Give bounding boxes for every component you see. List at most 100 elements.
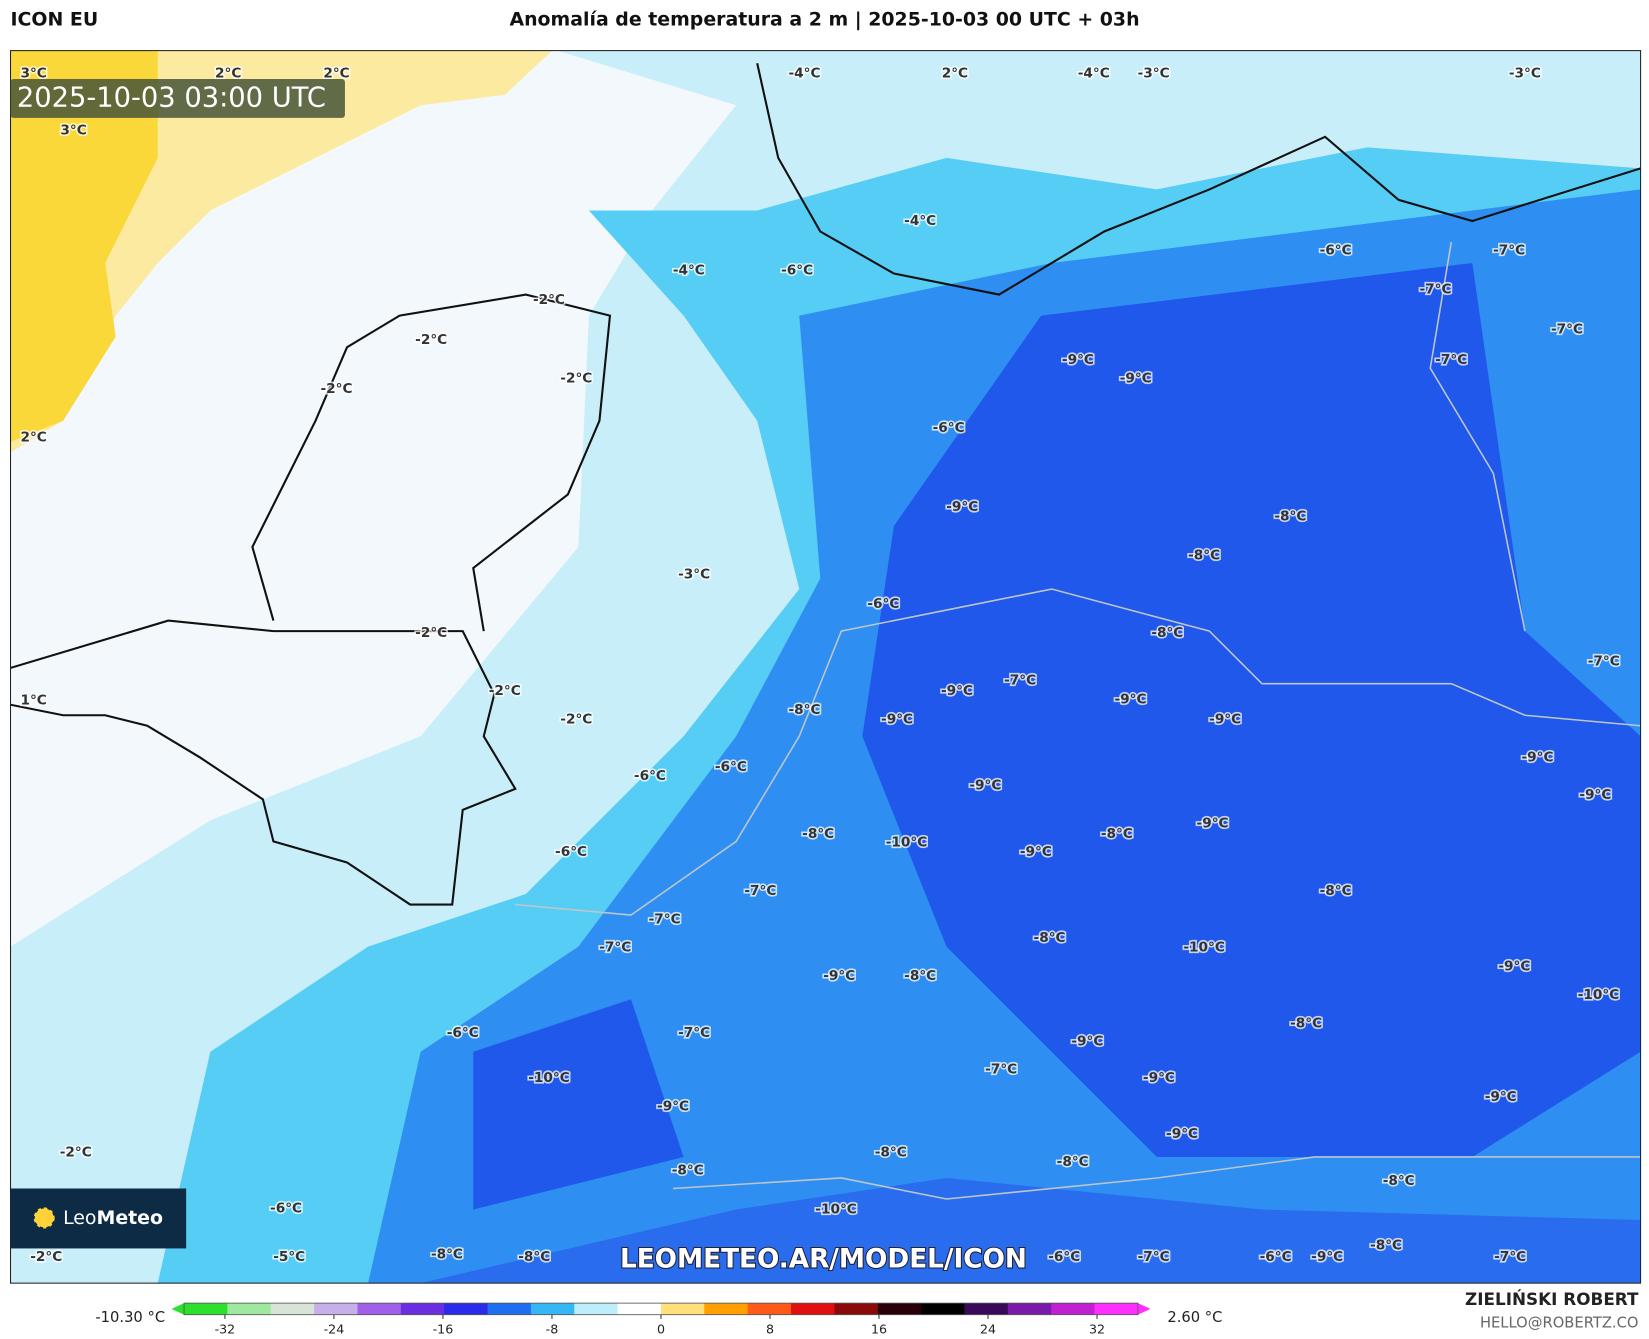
coastline [756, 62, 1641, 296]
colorbar-segment [834, 1303, 879, 1315]
model-name: ICON EU [11, 8, 99, 30]
temperature-label: -9°C [1120, 371, 1152, 387]
colorbar-tick-label: -8 [546, 1322, 559, 1337]
colorbar-segment [617, 1303, 662, 1315]
temperature-label: -2°C [560, 371, 592, 387]
temperature-label: -9°C [1166, 1126, 1198, 1142]
border [10, 619, 517, 906]
temperature-label: 2°C [215, 66, 241, 82]
temperature-label: -8°C [672, 1163, 704, 1179]
temperature-label: 2°C [323, 66, 349, 82]
colorbar-tick-label: -32 [215, 1322, 236, 1337]
colorbar-tick-label: 16 [871, 1322, 887, 1337]
temperature-label: -9°C [1071, 1033, 1103, 1049]
colorbar-segment [660, 1303, 705, 1315]
temperature-label: -8°C [802, 826, 834, 842]
cold-area [420, 1177, 1641, 1284]
temperature-label: -3°C [1138, 66, 1170, 82]
temperature-label: -4°C [789, 66, 821, 82]
map-frame [9, 50, 1642, 1284]
temperature-label: -2°C [415, 332, 447, 348]
cold-area [473, 999, 684, 1210]
logo-text: LeoMeteo [63, 1207, 163, 1229]
temperature-label: -6°C [1260, 1249, 1292, 1265]
temperature-label: -3°C [678, 566, 710, 582]
temperature-label: -9°C [1579, 787, 1611, 803]
temperature-label: -9°C [1311, 1249, 1343, 1265]
colorbar-segment [270, 1303, 315, 1315]
map-title: Anomalía de temperatura a 2 m | 2025-10-… [509, 8, 1139, 30]
colorbar-tick-label: -16 [433, 1322, 454, 1337]
temperature-label: -9°C [1062, 352, 1094, 368]
temperature-label: -9°C [1209, 711, 1241, 727]
temperature-label: -7°C [1435, 352, 1467, 368]
temperature-label: -2°C [560, 711, 592, 727]
temperature-label: -8°C [904, 968, 936, 984]
temperature-label: -7°C [1588, 654, 1620, 670]
temperature-label: -9°C [1197, 816, 1229, 832]
colorbar-segment [184, 1303, 228, 1315]
timestamp-box [10, 78, 345, 118]
colorbar-segment [877, 1303, 922, 1315]
temperature-label: -6°C [1048, 1249, 1080, 1265]
colorbar-segment [964, 1303, 1009, 1315]
colorbar-segment [921, 1303, 965, 1315]
colorbar-tick-label: 0 [657, 1322, 665, 1337]
temperature-label: -8°C [1034, 930, 1066, 946]
colorbar-segment [1094, 1303, 1139, 1315]
cold-area [862, 263, 1641, 1157]
timestamp: 2025-10-03 03:00 UTC [17, 82, 326, 113]
map: 3°C 2°C 2°C 3°C 2°C 1°C -2°C -2°C -6°C -5°C -4°C 2°… [9, 50, 1642, 1284]
colorbar-segment [487, 1303, 532, 1315]
colorbar-segment [1007, 1303, 1052, 1315]
temperature-label: -7°C [1494, 1249, 1526, 1265]
temperature-label: -6°C [867, 596, 899, 612]
temperature-label: -10°C [886, 834, 928, 850]
colorbar-tick-label: -24 [324, 1322, 345, 1337]
temperature-label: -7°C [1138, 1249, 1170, 1265]
temperature-label: -8°C [1370, 1237, 1402, 1253]
temperature-label: -9°C [1020, 844, 1052, 860]
temperature-label: -4°C [1078, 66, 1110, 82]
colorbar-end [171, 1303, 185, 1315]
colorbar-end [1137, 1303, 1151, 1315]
border [515, 241, 1641, 1200]
temperature-label: -4°C [673, 262, 705, 278]
temperature-label: -2°C [489, 683, 521, 699]
temperature-label: -10°C [815, 1202, 857, 1218]
temperature-label: 3°C [60, 123, 86, 139]
temperature-label: -6°C [781, 262, 813, 278]
colorbar-min: -10.30 °C [95, 1309, 165, 1326]
temperature-label: 1°C [20, 693, 46, 709]
watermark: LEOMETEO.AR/MODEL/ICON [620, 1244, 1027, 1274]
temperature-label: -2°C [533, 292, 565, 308]
temperature-label: -6°C [447, 1025, 479, 1041]
colorbar-segment [747, 1303, 792, 1315]
colorbar-segment [444, 1303, 489, 1315]
colorbar-segment [1051, 1303, 1096, 1315]
temperature-label: -7°C [985, 1062, 1017, 1078]
temperature-label: -9°C [1115, 691, 1147, 707]
coastline [251, 293, 612, 632]
temperature-label: -6°C [933, 420, 965, 436]
colorbar-segment [530, 1303, 575, 1315]
temperature-label: -8°C [1290, 1015, 1322, 1031]
temperature-label: -10°C [1183, 940, 1225, 956]
colorbar: -32 -24 -16 -8 0 8 16 24 32 [171, 1302, 1151, 1337]
temperature-label: -8°C [1057, 1154, 1089, 1170]
temperature-label: -7°C [744, 883, 776, 899]
warm-area [10, 50, 158, 442]
temperature-label: -9°C [1498, 959, 1530, 975]
temperature-label: -8°C [1188, 547, 1220, 563]
colorbar-max: 2.60 °C [1167, 1309, 1222, 1326]
logo-part: Leo [63, 1207, 96, 1229]
temperature-label: -7°C [1493, 242, 1525, 258]
email: HELLO@ROBERTZ.CO [1480, 1314, 1639, 1331]
temperature-label: -5°C [273, 1249, 305, 1265]
temperature-label: -7°C [599, 940, 631, 956]
map-labels: 3°C 2°C 2°C 3°C 2°C 1°C -2°C -2°C -6°C -5°C -4°C 2°… [19, 64, 1621, 1266]
temperature-label: -9°C [946, 499, 978, 515]
temperature-label: 2°C [942, 66, 968, 82]
